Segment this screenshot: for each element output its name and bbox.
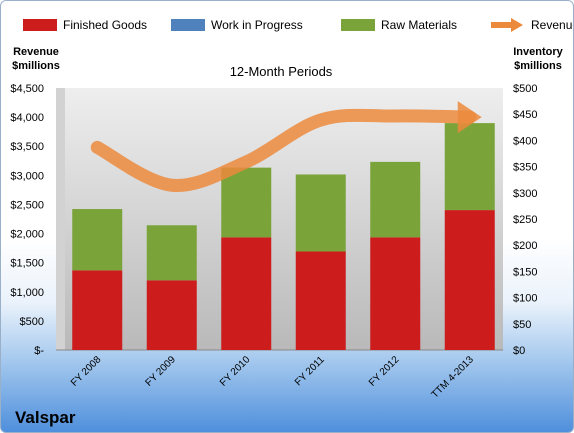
left-tick-label: $3,000 <box>10 170 44 182</box>
left-axis-label-line2: $millions <box>12 60 60 72</box>
legend: Finished Goods Work in Progress Raw Materi… <box>23 18 573 32</box>
legend-label: Revenue <box>531 18 573 32</box>
left-tick-label: $4,500 <box>10 83 44 95</box>
company-name: Valspar <box>15 408 76 427</box>
right-tick-label: $500 <box>513 83 537 95</box>
bar-raw-materials <box>72 209 123 271</box>
legend-swatch-finished-goods <box>23 19 57 31</box>
category-label: FY 2012 <box>367 354 402 389</box>
bar-raw-materials <box>295 174 346 252</box>
left-tick-label: $2,000 <box>10 229 44 241</box>
right-tick-label: $200 <box>513 240 537 252</box>
bar-finished-goods <box>146 280 197 350</box>
right-tick-label: $0 <box>513 345 525 357</box>
right-tick-label: $50 <box>513 319 531 331</box>
category-label: FY 2011 <box>293 354 327 388</box>
right-tick-label: $100 <box>513 293 537 305</box>
left-tick-label: $1,000 <box>10 287 44 299</box>
left-axis-label-line1: Revenue <box>13 46 59 58</box>
right-tick-label: $450 <box>513 109 537 121</box>
right-tick-label: $400 <box>513 135 537 147</box>
bar-finished-goods <box>295 251 346 350</box>
category-label: FY 2009 <box>143 354 178 389</box>
legend-swatch-raw-materials <box>341 19 375 31</box>
bar-finished-goods <box>72 270 123 350</box>
right-axis-label-line1: Inventory <box>513 46 563 58</box>
plot-area <box>56 88 503 351</box>
bar-raw-materials <box>370 161 421 238</box>
legend-swatch-work-in-progress <box>171 19 205 31</box>
revenue-line <box>90 108 477 192</box>
right-tick-label: $150 <box>513 266 537 278</box>
left-tick-label: $500 <box>20 316 44 328</box>
category-label: FY 2010 <box>218 354 253 389</box>
legend-arrow-revenue <box>511 18 523 32</box>
left-tick-label: $1,500 <box>10 258 44 270</box>
bar-finished-goods <box>221 237 272 350</box>
chart-title: 12-Month Periods <box>230 64 333 79</box>
right-tick-label: $300 <box>513 188 537 200</box>
bar-finished-goods <box>444 210 495 350</box>
left-tick-label: $3,500 <box>10 141 44 153</box>
bar-raw-materials <box>444 123 495 211</box>
category-label: TTM 4-2013 <box>430 354 477 401</box>
left-tick-label: $4,000 <box>10 112 44 124</box>
right-tick-label: $250 <box>513 214 537 226</box>
category-label: FY 2008 <box>69 354 104 389</box>
plot-background <box>56 88 503 350</box>
right-axis-label-line2: $millions <box>514 60 562 72</box>
revenue-arrowhead <box>457 101 482 134</box>
bar-raw-materials <box>221 167 272 238</box>
legend-label: Finished Goods <box>63 18 147 32</box>
right-tick-label: $350 <box>513 162 537 174</box>
bar-finished-goods <box>370 237 421 350</box>
plot-side-wall <box>56 88 65 350</box>
legend-label: Raw Materials <box>381 18 457 32</box>
bar-raw-materials <box>146 225 197 281</box>
left-tick-label: $- <box>34 345 44 357</box>
left-tick-label: $2,500 <box>10 199 44 211</box>
legend-label: Work in Progress <box>211 18 303 32</box>
